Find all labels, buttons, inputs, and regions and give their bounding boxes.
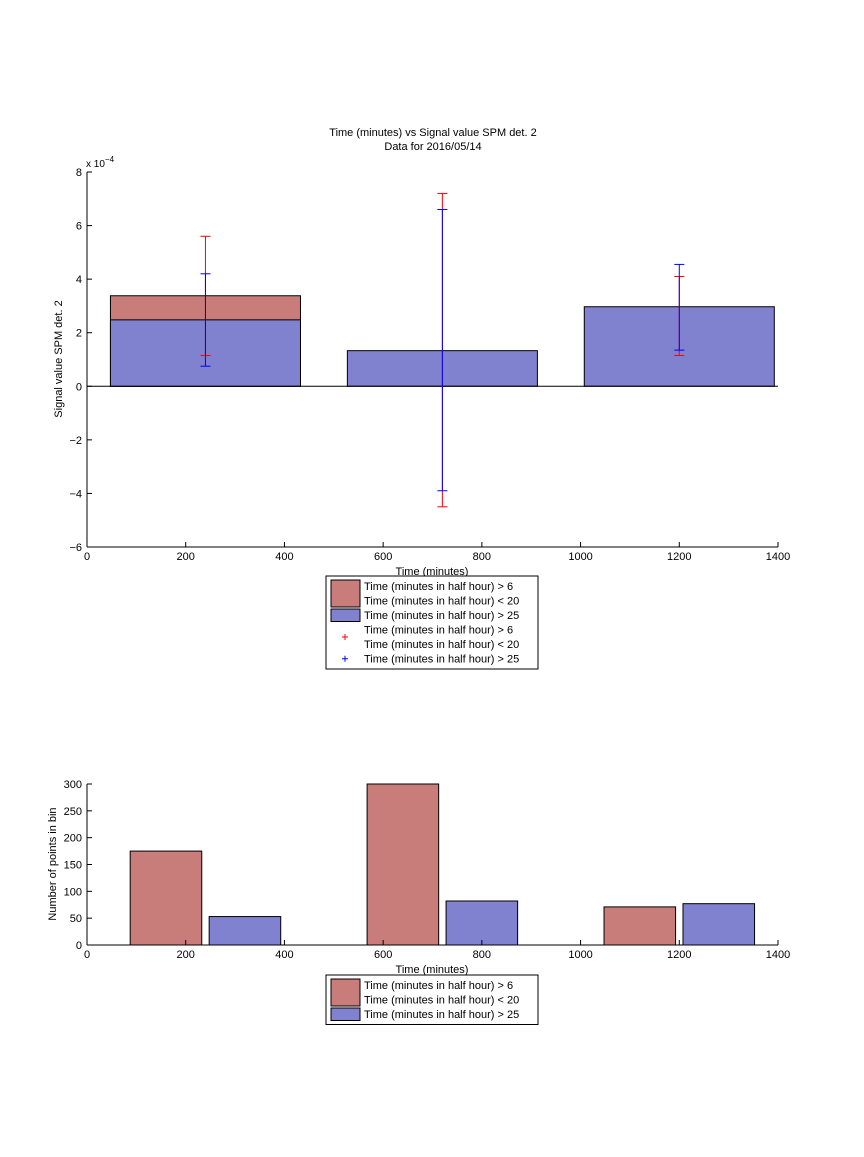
legend-label: Time (minutes in half hour) > 6: [364, 581, 513, 593]
bar-blue: [445, 900, 519, 946]
legend-label: Time (minutes in half hour) > 6: [364, 980, 513, 992]
y-tick-label: 50: [70, 913, 82, 925]
chart2-legend: Time (minutes in half hour) > 6 Time (min…: [325, 974, 539, 1025]
legend-swatch-red: [330, 579, 361, 608]
x-tick-label: 1400: [766, 949, 790, 961]
legend-label: Time (minutes in half hour) < 20: [364, 596, 519, 608]
x-tick-label: 1000: [568, 551, 592, 563]
y-tick-label: −2: [69, 435, 82, 447]
y-tick-label: 0: [76, 381, 82, 393]
bar-blue: [682, 903, 756, 946]
chart1-xlabel: Time (minutes): [396, 566, 469, 578]
x-tick-label: 200: [177, 551, 195, 563]
chart1-subtitle: Data for 2016/05/14: [384, 141, 481, 153]
y-tick-label: 300: [64, 779, 82, 791]
x-tick-label: 1200: [667, 949, 691, 961]
x-tick-label: 1400: [766, 551, 790, 563]
signal-chart: Time (minutes) vs Signal value SPM det. …: [53, 127, 790, 670]
legend-swatch-blue: [330, 608, 361, 622]
y-tick-label: 6: [76, 221, 82, 233]
chart2-plot-area: 0 200 400 600 800 1000 1200 1400 0 50 100 150 200 250…: [64, 779, 791, 961]
legend-label: Time (minutes in half hour) > 25: [364, 1009, 519, 1021]
y-tick-label: 4: [76, 274, 82, 286]
legend-swatch-red: [330, 978, 361, 1007]
x-tick-label: 200: [177, 949, 195, 961]
count-chart: 0 200 400 600 800 1000 1200 1400 0 50 100 150 200 250…: [47, 779, 790, 1025]
bar-red: [603, 906, 677, 946]
legend-label: Time (minutes in half hour) < 20: [364, 995, 519, 1007]
x-tick-label: 800: [473, 949, 491, 961]
y-tick-label: 0: [76, 940, 82, 952]
bar-blue: [208, 916, 282, 946]
chart2-ylabel: Number of points in bin: [47, 807, 59, 920]
legend-label: Time (minutes in half hour) > 6: [364, 625, 513, 637]
chart1-legend: Time (minutes in half hour) > 6 Time (min…: [325, 575, 539, 670]
chart1-title: Time (minutes) vs Signal value SPM det. …: [329, 127, 536, 139]
x-tick-label: 0: [84, 551, 90, 563]
chart1-ylabel: Signal value SPM det. 2: [53, 300, 65, 417]
bar-red: [129, 850, 203, 946]
legend-label: Time (minutes in half hour) > 25: [364, 654, 519, 666]
x-tick-label: 1000: [568, 949, 592, 961]
x-tick-label: 600: [374, 551, 392, 563]
y-tick-label: 2: [76, 328, 82, 340]
legend-box: [325, 974, 539, 1025]
x-tick-label: 400: [275, 551, 293, 563]
y-tick-label: 250: [64, 806, 82, 818]
x-tick-label: 0: [84, 949, 90, 961]
x-tick-label: 800: [473, 551, 491, 563]
chart1-plot-area: 0 200 400 600 800 1000 1200 1400 −6 −4 −2 0 2 4 6 8: [69, 167, 790, 563]
chart1-multiplier: x 10−4: [86, 155, 115, 170]
x-tick-label: 400: [275, 949, 293, 961]
y-tick-label: 200: [64, 833, 82, 845]
y-tick-label: −4: [69, 488, 82, 500]
y-tick-label: 150: [64, 860, 82, 872]
y-tick-label: 8: [76, 167, 82, 179]
legend-box: [325, 575, 539, 670]
y-tick-label: −6: [69, 542, 82, 554]
legend-swatch-blue: [330, 1007, 361, 1021]
bar-red: [366, 783, 440, 946]
y-tick-label: 100: [64, 886, 82, 898]
x-tick-label: 1200: [667, 551, 691, 563]
x-tick-label: 600: [374, 949, 392, 961]
chart2-xlabel: Time (minutes): [396, 964, 469, 976]
legend-label: Time (minutes in half hour) > 25: [364, 610, 519, 622]
legend-label: Time (minutes in half hour) < 20: [364, 639, 519, 651]
